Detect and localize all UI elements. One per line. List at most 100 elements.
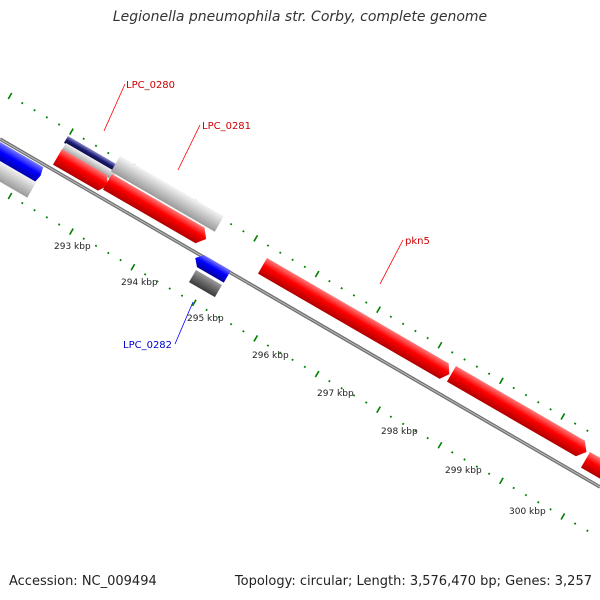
minor-tick bbox=[168, 287, 171, 290]
major-tick bbox=[68, 128, 74, 136]
scale-label: 293 kbp bbox=[54, 242, 91, 252]
scale-label: 300 kbp bbox=[509, 507, 546, 517]
minor-tick bbox=[463, 358, 466, 361]
minor-tick bbox=[328, 379, 331, 383]
minor-tick bbox=[549, 508, 552, 511]
map-title: Legionella pneumophila str. Corby, compl… bbox=[112, 9, 488, 25]
minor-tick bbox=[475, 365, 479, 368]
major-tick bbox=[498, 377, 504, 385]
minor-tick bbox=[463, 458, 466, 461]
minor-tick bbox=[303, 265, 307, 269]
minor-tick bbox=[426, 336, 429, 340]
major-tick bbox=[560, 413, 566, 420]
minor-tick bbox=[291, 258, 294, 262]
minor-tick bbox=[57, 123, 61, 126]
major-tick bbox=[7, 192, 13, 200]
minor-tick bbox=[328, 279, 331, 283]
minor-tick bbox=[217, 315, 221, 319]
minor-tick bbox=[389, 415, 393, 418]
minor-tick bbox=[279, 351, 282, 354]
minor-tick bbox=[414, 329, 417, 333]
major-tick bbox=[314, 370, 320, 378]
major-tick bbox=[130, 263, 136, 271]
minor-tick bbox=[291, 358, 294, 362]
major-tick bbox=[498, 477, 504, 485]
major-tick bbox=[314, 270, 320, 278]
minor-tick bbox=[94, 144, 98, 148]
scale-label: 299 kbp bbox=[445, 466, 482, 476]
grey-feature-lpc0281[interactable] bbox=[110, 156, 224, 232]
major-tick bbox=[253, 234, 259, 242]
forward-cds-next[interactable] bbox=[446, 366, 591, 460]
minor-tick bbox=[340, 387, 343, 390]
minor-tick bbox=[94, 244, 98, 248]
major-tick bbox=[437, 341, 443, 349]
dark-feature-lpc0282[interactable] bbox=[188, 270, 222, 298]
minor-tick bbox=[426, 436, 429, 440]
minor-tick bbox=[414, 429, 417, 433]
minor-tick bbox=[119, 258, 122, 262]
major-tick bbox=[376, 406, 382, 414]
grey-feature-left[interactable] bbox=[0, 155, 37, 198]
minor-tick bbox=[266, 244, 270, 247]
minor-tick bbox=[229, 222, 233, 226]
minor-tick bbox=[401, 322, 405, 326]
navy-feature[interactable] bbox=[63, 136, 117, 172]
minor-tick bbox=[180, 294, 184, 297]
minor-tick bbox=[365, 301, 368, 304]
major-tick bbox=[253, 334, 259, 342]
scale-label: 294 kbp bbox=[121, 278, 158, 288]
reverse-cds-left[interactable] bbox=[0, 136, 45, 184]
major-tick bbox=[68, 228, 74, 236]
minor-tick bbox=[352, 294, 356, 297]
scale-label: 296 kbp bbox=[252, 351, 289, 361]
minor-tick bbox=[487, 372, 491, 375]
gene-label-lpc0282[interactable]: LPC_0282 bbox=[123, 340, 172, 351]
minor-tick bbox=[57, 223, 61, 226]
minor-tick bbox=[21, 101, 24, 105]
minor-tick bbox=[303, 365, 307, 369]
minor-tick bbox=[279, 251, 282, 254]
major-tick bbox=[7, 92, 13, 100]
gene-label-pkn5[interactable]: pkn5 bbox=[405, 236, 430, 247]
scale-labels: 293 kbp 294 kbp 295 kbp 296 kbp 297 kbp 298 k… bbox=[54, 242, 546, 517]
minor-tick bbox=[143, 273, 147, 276]
minor-tick bbox=[549, 408, 552, 411]
minor-tick bbox=[512, 386, 515, 390]
tick-track-lower bbox=[7, 192, 589, 532]
minor-tick bbox=[451, 351, 454, 354]
minor-tick bbox=[586, 529, 589, 532]
scale-label: 298 kbp bbox=[381, 427, 418, 437]
minor-tick bbox=[205, 308, 208, 312]
minor-tick bbox=[242, 330, 245, 333]
scale-label: 295 kbp bbox=[187, 314, 224, 324]
minor-tick bbox=[45, 216, 49, 219]
minor-tick bbox=[512, 486, 515, 490]
minor-tick bbox=[82, 137, 85, 140]
forward-cds-edge[interactable] bbox=[580, 452, 600, 488]
forward-cds-pkn5[interactable] bbox=[257, 258, 454, 382]
accession-label: Accession: NC_009494 bbox=[9, 574, 157, 589]
minor-tick bbox=[537, 400, 540, 404]
reverse-cds-lpc0282[interactable] bbox=[192, 252, 231, 283]
grey-feature-lpc0280[interactable] bbox=[61, 143, 117, 180]
gene-label-lpc0280[interactable]: LPC_0280 bbox=[126, 80, 175, 91]
forward-cds-lpc0280[interactable] bbox=[52, 149, 112, 194]
gene-label-lpc0281[interactable]: LPC_0281 bbox=[202, 121, 251, 132]
minor-tick bbox=[524, 493, 528, 497]
minor-tick bbox=[33, 209, 36, 212]
minor-tick bbox=[156, 280, 159, 283]
minor-tick bbox=[451, 451, 454, 454]
genome-summary: Topology: circular; Length: 3,576,470 bp… bbox=[234, 574, 592, 589]
minor-tick bbox=[389, 315, 393, 318]
major-tick bbox=[191, 299, 197, 307]
minor-tick bbox=[586, 429, 589, 432]
forward-cds-lpc0281[interactable] bbox=[102, 174, 211, 247]
minor-tick bbox=[524, 393, 528, 397]
major-tick bbox=[437, 441, 443, 449]
tick-track-upper bbox=[7, 92, 589, 432]
minor-tick bbox=[401, 422, 405, 426]
minor-tick bbox=[45, 116, 49, 119]
minor-tick bbox=[107, 151, 110, 155]
